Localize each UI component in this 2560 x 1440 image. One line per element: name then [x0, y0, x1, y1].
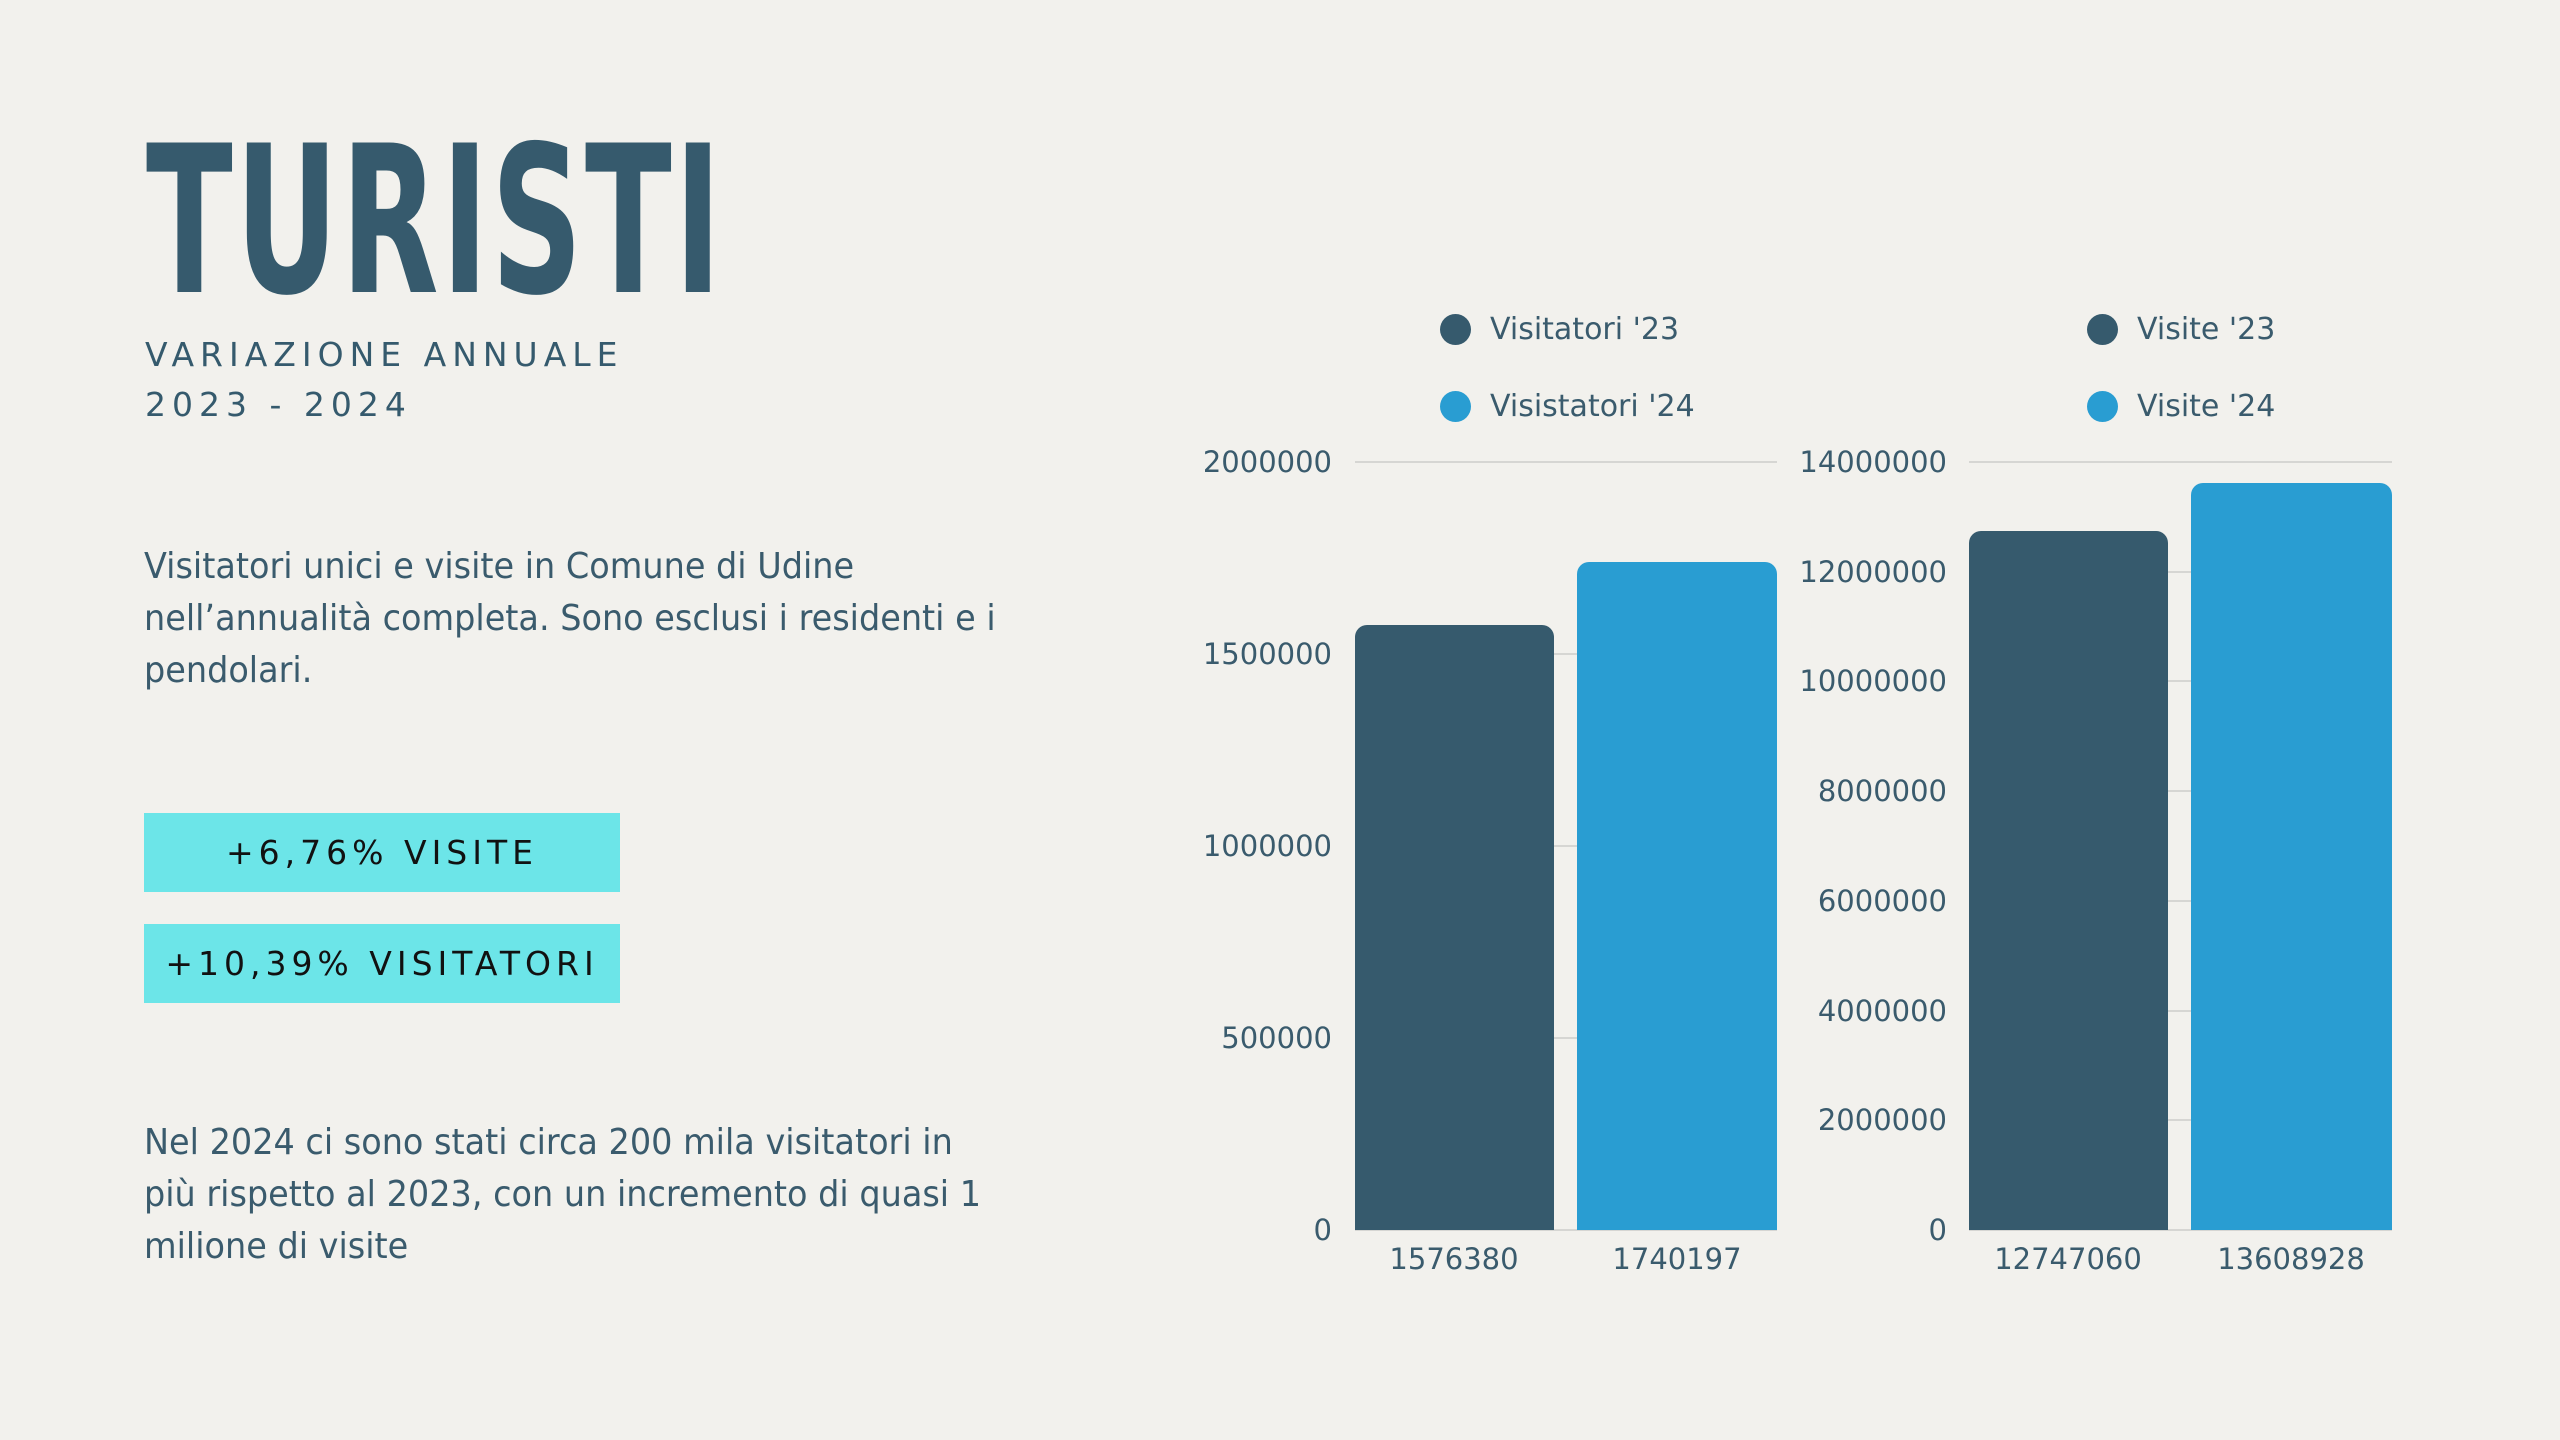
- gridline: [1969, 461, 2392, 463]
- y-tick-label: 0: [1313, 1213, 1332, 1247]
- year-range: 2023 - 2024: [145, 385, 412, 424]
- x-tick-label: 1740197: [1612, 1242, 1742, 1276]
- y-tick-label: 6000000: [1817, 884, 1947, 918]
- gridline: [1969, 1119, 2392, 1121]
- bar-visite-23: [1969, 531, 2168, 1230]
- y-tick-label: 0: [1928, 1213, 1947, 1247]
- baseline: [1355, 1229, 1777, 1231]
- legend-item-visite-23: Visite '23: [2087, 312, 2275, 347]
- y-tick-label: 1000000: [1202, 829, 1332, 863]
- gridline: [1969, 680, 2392, 682]
- baseline: [1969, 1229, 2392, 1231]
- bar-visitatori-24: [1577, 562, 1777, 1230]
- legend-dot-icon: [1440, 314, 1471, 345]
- gridline: [1969, 900, 2392, 902]
- visitors-change-badge: +10,39% VISITATORI: [144, 924, 620, 1003]
- y-tick-label: 12000000: [1799, 555, 1947, 589]
- badge-label: +10,39% VISITATORI: [165, 944, 599, 983]
- legend-dot-icon: [1440, 391, 1471, 422]
- gridline: [1355, 461, 1777, 463]
- legend-dot-icon: [2087, 391, 2118, 422]
- legend-label: Visitatori '23: [1490, 312, 1680, 347]
- y-tick-label: 14000000: [1799, 445, 1947, 479]
- description-text: Visitatori unici e visite in Comune di U…: [144, 546, 996, 691]
- x-tick-label: 13608928: [2217, 1242, 2365, 1276]
- gridline: [1355, 845, 1777, 847]
- gridline: [1969, 790, 2392, 792]
- legend-label: Visite '24: [2137, 389, 2276, 424]
- visits-change-badge: +6,76% VISITE: [144, 813, 620, 892]
- badge-label: +6,76% VISITE: [226, 833, 538, 872]
- y-tick-label: 4000000: [1817, 994, 1947, 1028]
- legend-label: Visite '23: [2137, 312, 2276, 347]
- legend-label: Visistatori '24: [1490, 389, 1695, 424]
- legend-item-visitatori-23: Visitatori '23: [1440, 312, 1679, 347]
- y-tick-label: 500000: [1221, 1021, 1332, 1055]
- bar-visitatori-23: [1355, 625, 1554, 1230]
- gridline: [1355, 653, 1777, 655]
- gridline: [1969, 1010, 2392, 1012]
- legend-dot-icon: [2087, 314, 2118, 345]
- gridline: [1355, 1037, 1777, 1039]
- y-tick-label: 8000000: [1817, 774, 1947, 808]
- summary-text: Nel 2024 ci sono stati circa 200 mila vi…: [144, 1122, 982, 1267]
- x-tick-label: 12747060: [1994, 1242, 2142, 1276]
- y-tick-label: 10000000: [1799, 664, 1947, 698]
- legend-item-visitatori-24: Visistatori '24: [1440, 389, 1695, 424]
- legend-item-visite-24: Visite '24: [2087, 389, 2275, 424]
- gridline: [1969, 571, 2392, 573]
- y-tick-label: 2000000: [1817, 1103, 1947, 1137]
- y-tick-label: 2000000: [1202, 445, 1332, 479]
- bar-visite-24: [2191, 483, 2392, 1230]
- page-title: TURISTI: [146, 103, 724, 341]
- x-tick-label: 1576380: [1389, 1242, 1519, 1276]
- y-tick-label: 1500000: [1202, 637, 1332, 671]
- subtitle: VARIAZIONE ANNUALE: [145, 335, 624, 374]
